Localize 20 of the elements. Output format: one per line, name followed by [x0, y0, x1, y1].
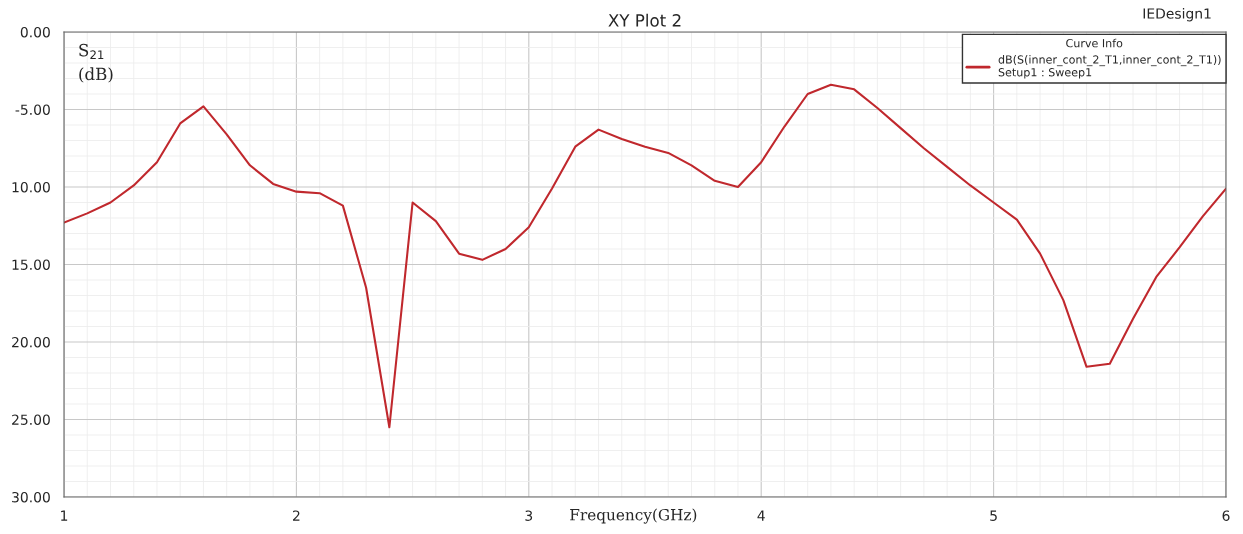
line-series [64, 83, 1226, 429]
chart-title: XY Plot 2 [608, 13, 681, 27]
y-tick-label: -5.00 [15, 104, 50, 115]
y-axis-title: S$_{21}$ (dB) [79, 43, 113, 83]
y-tick-label: 15.00 [12, 259, 50, 270]
y-tick-label: 30.00 [12, 491, 50, 503]
x-tick-label: 2 [293, 510, 300, 521]
x-tick-label: 4 [757, 510, 765, 521]
x-tick-label: 6 [1222, 510, 1230, 521]
legend-title: Curve Info [1066, 38, 1123, 48]
x-axis-title: Frequency(GHz) [570, 508, 697, 524]
y-tick-label: 20.00 [12, 336, 50, 348]
x-tick-label: 5 [990, 510, 997, 521]
text: IEDesign1 [1143, 8, 1211, 22]
y-tick-label: 25.00 [12, 414, 50, 425]
y-tick-label: 0.00 [20, 26, 50, 38]
x-tick-label: 1 [61, 510, 68, 521]
legend-label: dB(S(inner_cont_2_T1,inner_cont_2_T1)) Setup1 : Sweep1 [998, 55, 1221, 79]
y-tick-label: 10.00 [12, 181, 50, 193]
x-tick-label: 3 [525, 510, 533, 521]
